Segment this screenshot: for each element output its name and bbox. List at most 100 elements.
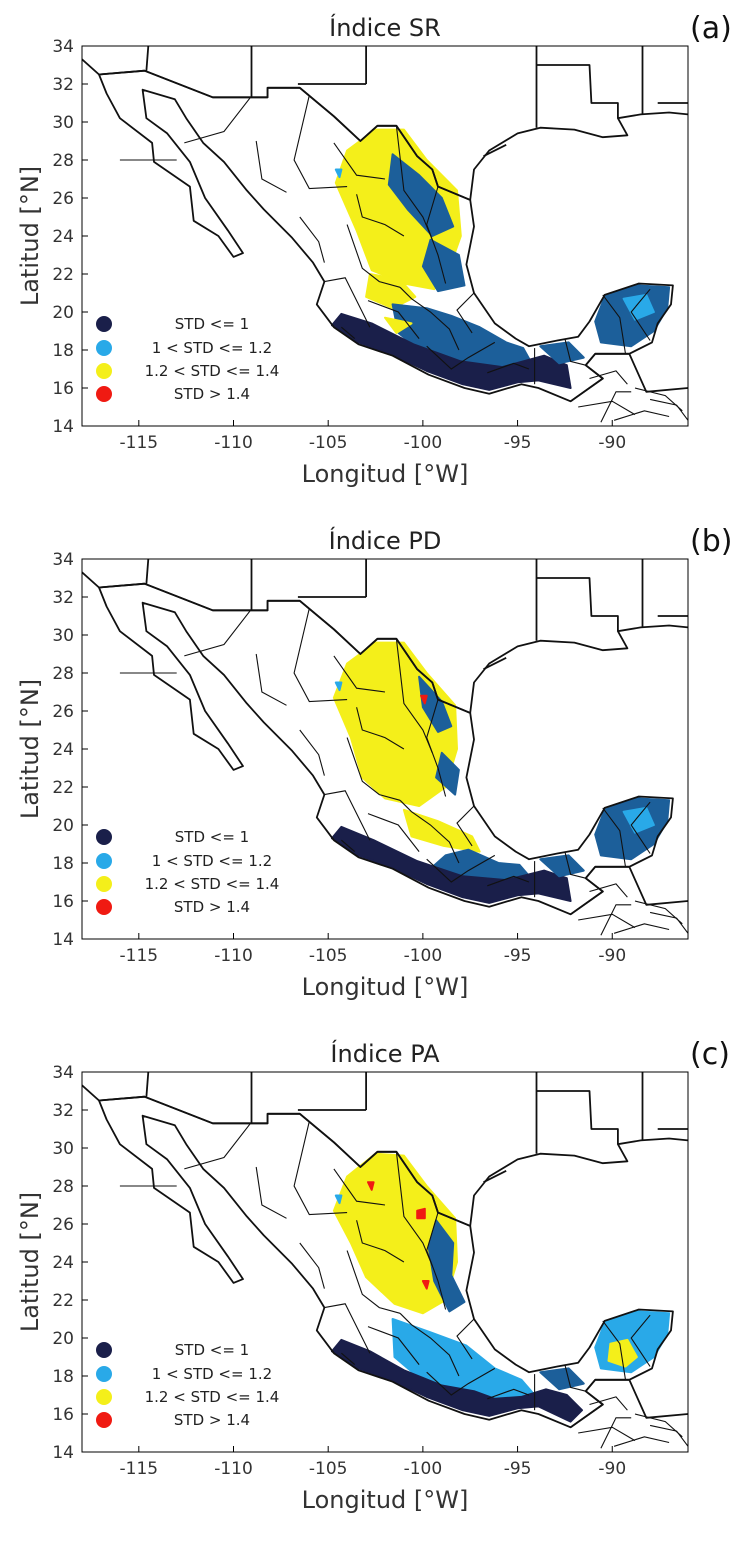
- mexico-state-border: [426, 1367, 496, 1396]
- mexico-state-border: [367, 813, 420, 852]
- legend-label: STD > 1.4: [174, 898, 250, 916]
- x-axis-ticks: -115 -110 -105 -100 -95 -90: [120, 946, 627, 966]
- x-tick-label: -115: [120, 946, 159, 966]
- legend-marker: [96, 363, 112, 379]
- legend-label: 1 < STD <= 1.2: [152, 852, 272, 870]
- y-tick-label: 20: [52, 303, 74, 323]
- y-tick-label: 14: [52, 417, 74, 437]
- mexico-state-border: [367, 300, 420, 339]
- y-tick-label: 16: [52, 892, 74, 912]
- y-tick-label: 14: [52, 1443, 74, 1463]
- mexico-state-border: [356, 1220, 405, 1263]
- y-tick-label: 18: [52, 341, 74, 361]
- panel-label: (b): [690, 524, 732, 559]
- x-axis-label: Longitud [°W]: [302, 1486, 469, 1514]
- x-tick-label: -95: [504, 946, 532, 966]
- central-america-division: [649, 911, 688, 934]
- y-tick-label: 14: [52, 930, 74, 950]
- y-tick-label: 16: [52, 379, 74, 399]
- mexico-state-border: [399, 799, 460, 864]
- legend-marker: [96, 853, 112, 869]
- x-tick-label: -100: [404, 1459, 443, 1479]
- map-plot-area: [82, 1072, 688, 1449]
- shade-region: [416, 1207, 426, 1220]
- shade-region: [387, 153, 455, 237]
- mexico-state-border: [341, 1352, 356, 1366]
- legend: STD <= 1 1 < STD <= 1.2 1.2 < STD <= 1.4…: [96, 315, 279, 403]
- mexico-state-border: [346, 1250, 401, 1314]
- map-svg-b: Índice PD (b) -115 -110 -105 -100 -95 -9…: [16, 524, 732, 1001]
- x-tick-label: -95: [504, 1459, 532, 1479]
- mexico-state-border: [293, 608, 348, 703]
- mexico-state-border: [293, 1121, 348, 1216]
- legend-marker: [96, 1366, 112, 1382]
- us-border: [82, 1084, 688, 1227]
- central-america-division: [589, 1396, 628, 1411]
- x-tick-label: -105: [309, 946, 348, 966]
- mexico-state-border: [324, 790, 371, 841]
- map-panel-c: Índice PA (c) -115 -110 -105 -100 -95 -9…: [0, 1026, 738, 1539]
- y-tick-label: 22: [52, 778, 74, 798]
- x-tick-label: -110: [214, 433, 253, 453]
- map-panel-a: Índice SR (a) -115 -110 -105 -100 -95 -9…: [0, 0, 738, 513]
- legend-marker: [96, 1412, 112, 1428]
- mexico-state-border: [184, 1122, 251, 1170]
- legend-label: STD > 1.4: [174, 385, 250, 403]
- mexico-state-border: [487, 362, 530, 374]
- mexico-state-border: [333, 1168, 386, 1206]
- y-tick-label: 34: [52, 550, 74, 570]
- map-svg-c: Índice PA (c) -115 -110 -105 -100 -95 -9…: [16, 1037, 730, 1514]
- y-tick-label: 32: [52, 588, 74, 608]
- shade-region: [539, 1367, 585, 1391]
- mexico-state-border: [564, 851, 586, 879]
- central-america-division: [600, 904, 632, 936]
- central-america-division: [613, 410, 670, 421]
- country-borders: [82, 559, 688, 936]
- map-title: Índice SR: [329, 13, 441, 42]
- central-america-division: [649, 398, 688, 421]
- us-border: [82, 58, 688, 201]
- shade-region: [367, 1181, 375, 1191]
- mexico-state-border: [564, 338, 586, 366]
- data-shading: [331, 128, 671, 391]
- mexico-state-border: [487, 875, 530, 887]
- x-tick-label: -90: [598, 433, 626, 453]
- x-tick-label: -105: [309, 1459, 348, 1479]
- y-tick-label: 22: [52, 265, 74, 285]
- country-borders: [82, 46, 688, 423]
- barrier-island: [483, 656, 507, 671]
- mexico-state-border: [324, 1303, 371, 1354]
- y-tick-label: 30: [52, 626, 74, 646]
- mexico-state-border: [399, 1312, 460, 1377]
- x-tick-label: -90: [598, 946, 626, 966]
- central-america-division: [600, 391, 632, 423]
- mexico-state-border: [426, 341, 496, 370]
- data-shading: [331, 641, 671, 904]
- y-tick-label: 24: [52, 1253, 74, 1273]
- panel-label: (c): [690, 1037, 730, 1072]
- mexico-state-border: [456, 292, 475, 334]
- data-shading: [331, 1152, 671, 1423]
- shade-region: [334, 168, 343, 179]
- mexico-state-border: [346, 224, 401, 288]
- mexico-state-border: [487, 1388, 530, 1400]
- mexico-state-border: [630, 801, 651, 854]
- x-tick-label: -90: [598, 1459, 626, 1479]
- mexico-state-border: [324, 277, 371, 328]
- mexico-state-border: [341, 326, 356, 340]
- x-tick-label: -100: [404, 433, 443, 453]
- x-tick-label: -100: [404, 946, 443, 966]
- y-axis-ticks: 14 16 18 20 22 24 26 28 30 32 34: [52, 1063, 74, 1463]
- shade-region: [331, 1338, 583, 1423]
- x-tick-label: -95: [504, 433, 532, 453]
- y-tick-label: 26: [52, 189, 74, 209]
- y-tick-label: 20: [52, 1329, 74, 1349]
- shade-region: [331, 825, 572, 904]
- mexico-state-border: [299, 216, 325, 263]
- y-tick-label: 30: [52, 1139, 74, 1159]
- mexico-state-border: [367, 1326, 420, 1365]
- y-tick-label: 32: [52, 1101, 74, 1121]
- mexico-state-border: [602, 1320, 627, 1380]
- x-tick-label: -110: [214, 946, 253, 966]
- x-axis-label: Longitud [°W]: [302, 973, 469, 1001]
